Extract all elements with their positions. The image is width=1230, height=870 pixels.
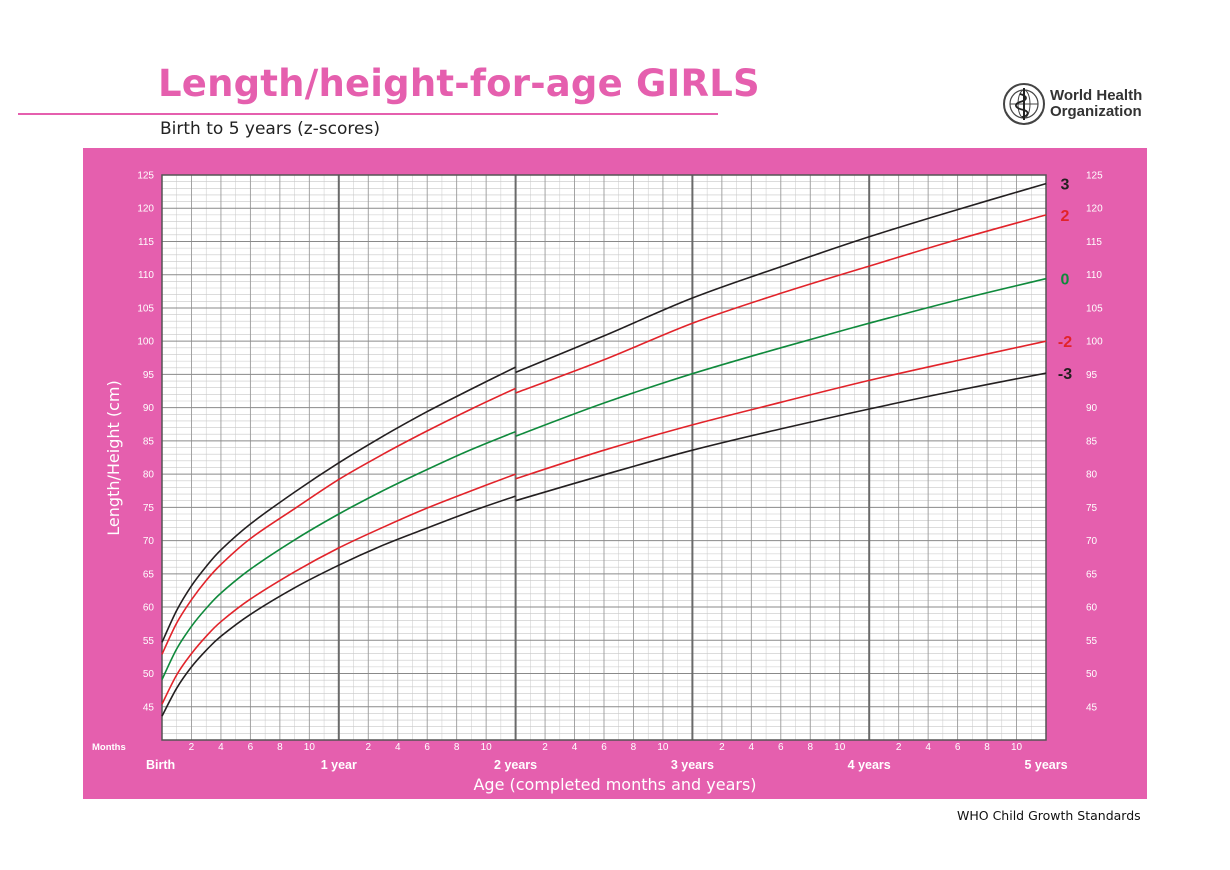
series-line-z3-height bbox=[515, 182, 1047, 374]
org-logo: World Health Organization bbox=[1002, 82, 1142, 126]
y-tick-label-left: 80 bbox=[143, 470, 155, 481]
y-tick-label-right: 115 bbox=[1086, 237, 1102, 248]
org-name: World Health Organization bbox=[1050, 88, 1142, 120]
x-month-tick-label: 2 bbox=[542, 742, 548, 753]
series-line-z-2-length bbox=[161, 473, 516, 705]
x-months-label: Months bbox=[92, 742, 126, 753]
y-axis-label: Length/Height (cm) bbox=[104, 380, 123, 535]
y-tick-label-left: 85 bbox=[143, 436, 155, 447]
series-label-z2: 2 bbox=[1061, 208, 1070, 225]
y-tick-label-left: 75 bbox=[143, 503, 155, 514]
y-tick-label-right: 60 bbox=[1086, 603, 1098, 614]
x-month-tick-label: 4 bbox=[925, 742, 931, 753]
y-tick-label-left: 45 bbox=[143, 702, 155, 713]
x-month-tick-label: 6 bbox=[248, 742, 254, 753]
x-month-tick-label: 10 bbox=[304, 742, 316, 753]
y-tick-label-right: 65 bbox=[1086, 569, 1098, 580]
y-tick-label-right: 55 bbox=[1086, 636, 1098, 647]
x-year-label: 2 years bbox=[494, 758, 537, 772]
y-tick-label-right: 95 bbox=[1086, 370, 1098, 381]
x-month-tick-label: 8 bbox=[631, 742, 637, 753]
y-tick-label-right: 90 bbox=[1086, 403, 1098, 414]
y-tick-label-left: 125 bbox=[137, 171, 154, 182]
x-month-tick-label: 6 bbox=[424, 742, 430, 753]
series-line-z-3-height bbox=[515, 372, 1047, 502]
series-line-z2-length bbox=[161, 387, 516, 655]
x-month-tick-label: 2 bbox=[365, 742, 371, 753]
y-tick-label-right: 50 bbox=[1086, 669, 1098, 680]
x-month-tick-label: 8 bbox=[454, 742, 460, 753]
x-month-tick-label: 8 bbox=[807, 742, 813, 753]
series-line-z0-length bbox=[161, 430, 516, 680]
y-tick-label-left: 115 bbox=[138, 237, 154, 248]
y-tick-label-right: 100 bbox=[1086, 337, 1103, 348]
x-month-tick-label: 6 bbox=[955, 742, 961, 753]
plot-border bbox=[161, 174, 1047, 741]
x-month-tick-label: 4 bbox=[749, 742, 755, 753]
title-rule bbox=[18, 113, 718, 115]
x-axis-label: Age (completed months and years) bbox=[473, 775, 756, 794]
x-month-tick-label: 8 bbox=[984, 742, 990, 753]
org-name-line1: World Health bbox=[1050, 87, 1143, 104]
x-month-tick-label: 6 bbox=[778, 742, 784, 753]
x-month-tick-label: 10 bbox=[657, 742, 669, 753]
x-month-tick-label: 4 bbox=[218, 742, 224, 753]
y-tick-label-right: 70 bbox=[1086, 536, 1098, 547]
x-year-label: 5 years bbox=[1024, 758, 1067, 772]
y-tick-label-left: 60 bbox=[143, 603, 155, 614]
x-month-tick-label: 6 bbox=[601, 742, 607, 753]
y-tick-label-left: 90 bbox=[143, 403, 155, 414]
series-line-z3-length bbox=[161, 366, 516, 643]
x-month-tick-label: 2 bbox=[896, 742, 902, 753]
y-tick-label-left: 65 bbox=[143, 569, 155, 580]
y-tick-label-left: 120 bbox=[137, 204, 154, 215]
y-tick-label-right: 125 bbox=[1086, 171, 1103, 182]
x-month-tick-label: 2 bbox=[719, 742, 725, 753]
page-subtitle: Birth to 5 years (z-scores) bbox=[160, 119, 380, 139]
footer-text: WHO Child Growth Standards bbox=[957, 808, 1141, 823]
series-label-z-3: -3 bbox=[1058, 366, 1072, 383]
x-month-tick-label: 10 bbox=[481, 742, 493, 753]
grid bbox=[162, 175, 1046, 740]
y-tick-label-right: 110 bbox=[1086, 270, 1102, 281]
y-tick-label-left: 100 bbox=[137, 337, 154, 348]
x-month-tick-label: 10 bbox=[1011, 742, 1023, 753]
series-label-z3: 3 bbox=[1061, 177, 1070, 194]
y-tick-label-left: 55 bbox=[143, 636, 155, 647]
who-emblem-icon bbox=[1003, 83, 1045, 125]
page-title: Length/height-for-age GIRLS bbox=[158, 62, 760, 105]
x-year-label: Birth bbox=[146, 758, 175, 772]
series-line-z2-height bbox=[515, 214, 1047, 394]
x-year-label: 4 years bbox=[848, 758, 891, 772]
series-line-z0-height bbox=[515, 277, 1047, 437]
x-month-tick-label: 4 bbox=[572, 742, 578, 753]
y-tick-label-right: 120 bbox=[1086, 204, 1103, 215]
y-tick-label-right: 75 bbox=[1086, 503, 1098, 514]
y-tick-label-right: 85 bbox=[1086, 436, 1098, 447]
y-tick-label-right: 80 bbox=[1086, 470, 1098, 481]
x-month-tick-label: 8 bbox=[277, 742, 283, 753]
x-month-tick-label: 2 bbox=[189, 742, 195, 753]
y-tick-label-left: 50 bbox=[143, 669, 155, 680]
series-label-z-2: -2 bbox=[1058, 334, 1072, 351]
y-tick-label-left: 105 bbox=[137, 303, 154, 314]
y-tick-label-left: 110 bbox=[138, 270, 154, 281]
y-tick-label-left: 70 bbox=[143, 536, 155, 547]
x-year-label: 3 years bbox=[671, 758, 714, 772]
y-tick-label-right: 45 bbox=[1086, 702, 1098, 713]
org-name-line2: Organization bbox=[1050, 103, 1142, 120]
series-line-z-2-height bbox=[515, 340, 1047, 480]
series-line-z-3-length bbox=[161, 495, 516, 717]
y-tick-label-left: 95 bbox=[143, 370, 155, 381]
x-month-tick-label: 10 bbox=[834, 742, 846, 753]
series-label-z0: 0 bbox=[1061, 272, 1070, 289]
x-year-label: 1 year bbox=[321, 758, 357, 772]
y-tick-label-right: 105 bbox=[1086, 303, 1103, 314]
x-month-tick-label: 4 bbox=[395, 742, 401, 753]
